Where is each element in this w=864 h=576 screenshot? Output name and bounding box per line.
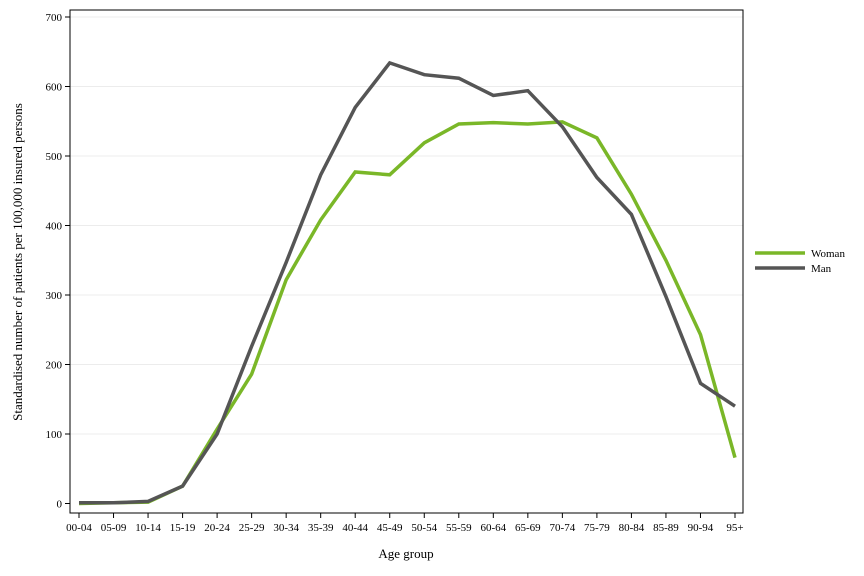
x-tick-label: 00-04	[66, 522, 92, 534]
y-tick-label: 600	[46, 82, 63, 94]
x-tick-label: 15-19	[170, 522, 196, 534]
y-tick-label: 0	[57, 499, 63, 511]
y-tick-label: 100	[46, 429, 63, 441]
x-tick-label: 50-54	[411, 522, 437, 534]
plot-frame	[69, 9, 744, 514]
y-tick-label: 400	[46, 221, 63, 233]
x-tick-label: 10-14	[135, 522, 161, 534]
x-axis: 00-04 05-09 10-14 15-19 20-24 25-29 30-34 35-39…	[66, 513, 744, 534]
x-tick-label: 75-79	[584, 522, 610, 534]
x-tick-label: 65-69	[515, 522, 541, 534]
y-tick-label: 700	[46, 12, 63, 24]
legend-label-man: Man	[811, 263, 832, 275]
x-tick-label: 25-29	[239, 522, 265, 534]
y-tick-label: 200	[46, 360, 63, 372]
legend-label-woman: Woman	[811, 248, 845, 260]
series-line-man	[79, 60, 736, 505]
x-tick-label: 60-64	[480, 522, 506, 534]
x-tick-label: 35-39	[308, 522, 334, 534]
x-tick-label: 45-49	[377, 522, 403, 534]
y-tick-label: 300	[46, 290, 63, 302]
series-lines	[78, 60, 737, 506]
x-tick-label: 85-89	[653, 522, 679, 534]
y-axis-title: Standardised number of patients per 100,…	[10, 103, 25, 421]
gridlines	[70, 16, 743, 435]
x-axis-title: Age group	[378, 546, 433, 561]
x-tick-label: 70-74	[550, 522, 576, 534]
x-tick-label: 05-09	[101, 522, 127, 534]
x-tick-label: 95+	[726, 522, 743, 534]
x-tick-label: 30-34	[273, 522, 299, 534]
x-tick-label: 55-59	[446, 522, 472, 534]
y-axis: 0 100 200 300 400 500 600 700	[46, 12, 70, 511]
x-tick-label: 90-94	[688, 522, 714, 534]
legend: Woman Man	[755, 248, 845, 275]
x-tick-label: 40-44	[342, 522, 368, 534]
y-tick-label: 500	[46, 151, 63, 163]
x-tick-label: 80-84	[619, 522, 645, 534]
x-tick-label: 20-24	[204, 522, 230, 534]
